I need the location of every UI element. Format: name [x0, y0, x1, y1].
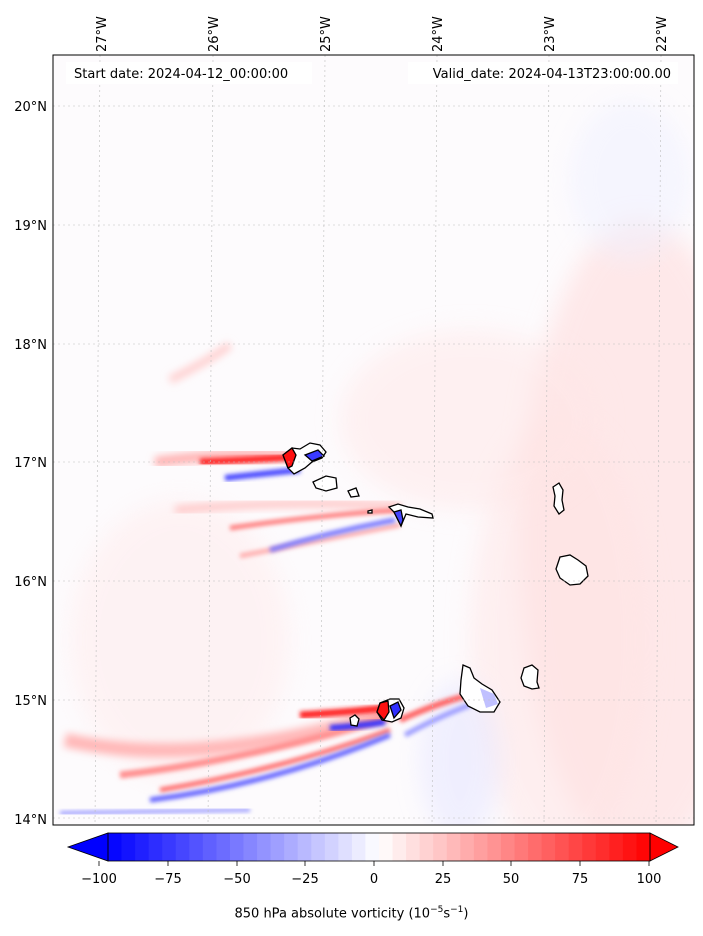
colorbar-max-extend-arrow: [649, 832, 679, 862]
latitude-tick-labels: 20°N 19°N 18°N 17°N 16°N 15°N 14°N: [14, 100, 47, 828]
lon-tick-23w: 23°W: [543, 16, 558, 52]
colorbar-segment: [406, 833, 421, 861]
lon-tick-26w: 26°W: [207, 16, 222, 52]
longitude-tick-labels: 27°W 26°W 25°W 24°W 23°W 22°W: [95, 16, 670, 52]
colorbar-segment: [514, 833, 529, 861]
lat-tick-14n: 14°N: [14, 813, 47, 828]
colorbar-segment: [121, 833, 136, 861]
lat-tick-15n: 15°N: [14, 694, 47, 709]
colorbar-segments: [108, 833, 651, 861]
lat-tick-20n: 20°N: [14, 100, 47, 115]
map-panel: [52, 54, 695, 826]
colorbar-segment: [500, 833, 515, 861]
colorbar-segment: [311, 833, 326, 861]
colorbar-segment: [338, 833, 353, 861]
colorbar-tick-label: 75: [572, 872, 589, 887]
colorbar-segment: [175, 833, 190, 861]
colorbar-segment: [622, 833, 637, 861]
colorbar-segment: [568, 833, 583, 861]
colorbar-tick-label: 50: [503, 872, 520, 887]
colorbar-tick-label: −25: [291, 872, 318, 887]
colorbar-tick-label: 0: [370, 872, 378, 887]
colorbar-segment: [229, 833, 244, 861]
colorbar-segment: [433, 833, 448, 861]
colorbar-segment: [162, 833, 177, 861]
colorbar-segment: [216, 833, 231, 861]
colorbar-label: 850 hPa absolute vorticity (10−5s−1): [234, 905, 469, 922]
lon-tick-25w: 25°W: [319, 16, 334, 52]
colorbar-segment: [609, 833, 624, 861]
colorbar-segment: [555, 833, 570, 861]
colorbar-segment: [284, 833, 299, 861]
valid-date-label: Valid_date: 2024-04-13T23:00:00.00: [433, 67, 671, 82]
header: Start date: 2024-04-12_00:00:00 Valid_da…: [66, 62, 678, 84]
colorbar-segment: [541, 833, 556, 861]
colorbar-segment: [582, 833, 597, 861]
start-date-label: Start date: 2024-04-12_00:00:00: [74, 67, 288, 82]
colorbar-tick-label: −100: [81, 872, 117, 887]
colorbar-segment: [365, 833, 380, 861]
colorbar-min-extend-arrow: [66, 832, 109, 862]
colorbar-ticks: [98, 861, 650, 866]
colorbar-segment: [135, 833, 150, 861]
colorbar-segment: [243, 833, 258, 861]
colorbar-segment: [460, 833, 475, 861]
coastlines: [282, 442, 589, 727]
colorbar-segment: [189, 833, 204, 861]
colorbar-tick-label: −50: [223, 872, 250, 887]
colorbar-segment: [473, 833, 488, 861]
colorbar-segment: [148, 833, 163, 861]
colorbar-segment: [419, 833, 434, 861]
colorbar-segment: [636, 833, 651, 861]
colorbar-segment: [446, 833, 461, 861]
colorbar-segment: [108, 833, 122, 861]
colorbar-tick-label: 100: [637, 872, 662, 887]
colorbar-segment: [392, 833, 407, 861]
lon-tick-22w: 22°W: [655, 16, 670, 52]
colorbar-segment: [595, 833, 610, 861]
lon-tick-24w: 24°W: [431, 16, 446, 52]
lat-tick-18n: 18°N: [14, 338, 47, 353]
colorbar-tick-label: 25: [435, 872, 452, 887]
lat-tick-16n: 16°N: [14, 575, 47, 590]
gridlines: [53, 55, 694, 825]
colorbar-segment: [379, 833, 393, 861]
colorbar-segment: [487, 833, 502, 861]
colorbar-segment: [528, 833, 542, 861]
colorbar-segment: [270, 833, 285, 861]
colorbar: −100 −75 −50 −25 0 25 50 75 100: [66, 832, 679, 887]
vorticity-field: [53, 55, 694, 825]
colorbar-segment: [257, 833, 271, 861]
colorbar-segment: [324, 833, 339, 861]
lat-tick-17n: 17°N: [14, 456, 47, 471]
colorbar-segment: [202, 833, 217, 861]
lat-tick-19n: 19°N: [14, 219, 47, 234]
lon-tick-27w: 27°W: [95, 16, 110, 52]
colorbar-segment: [297, 833, 312, 861]
colorbar-segment: [351, 833, 366, 861]
colorbar-tick-label: −75: [154, 872, 181, 887]
